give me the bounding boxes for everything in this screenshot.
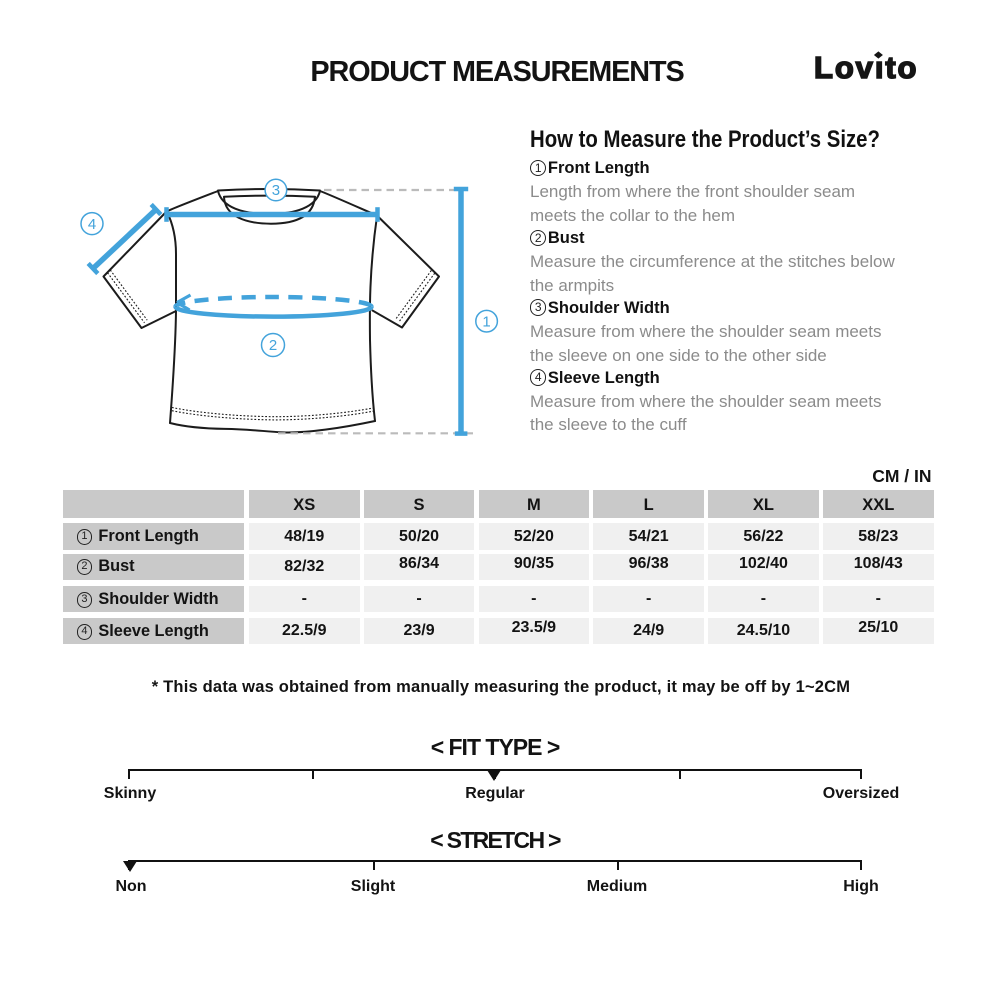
svg-text:3: 3 xyxy=(272,182,280,199)
svg-text:2: 2 xyxy=(269,337,277,354)
svg-text:1: 1 xyxy=(482,313,490,330)
svg-text:4: 4 xyxy=(88,216,96,233)
svg-text:Lovıto: Lovıto xyxy=(814,50,918,85)
